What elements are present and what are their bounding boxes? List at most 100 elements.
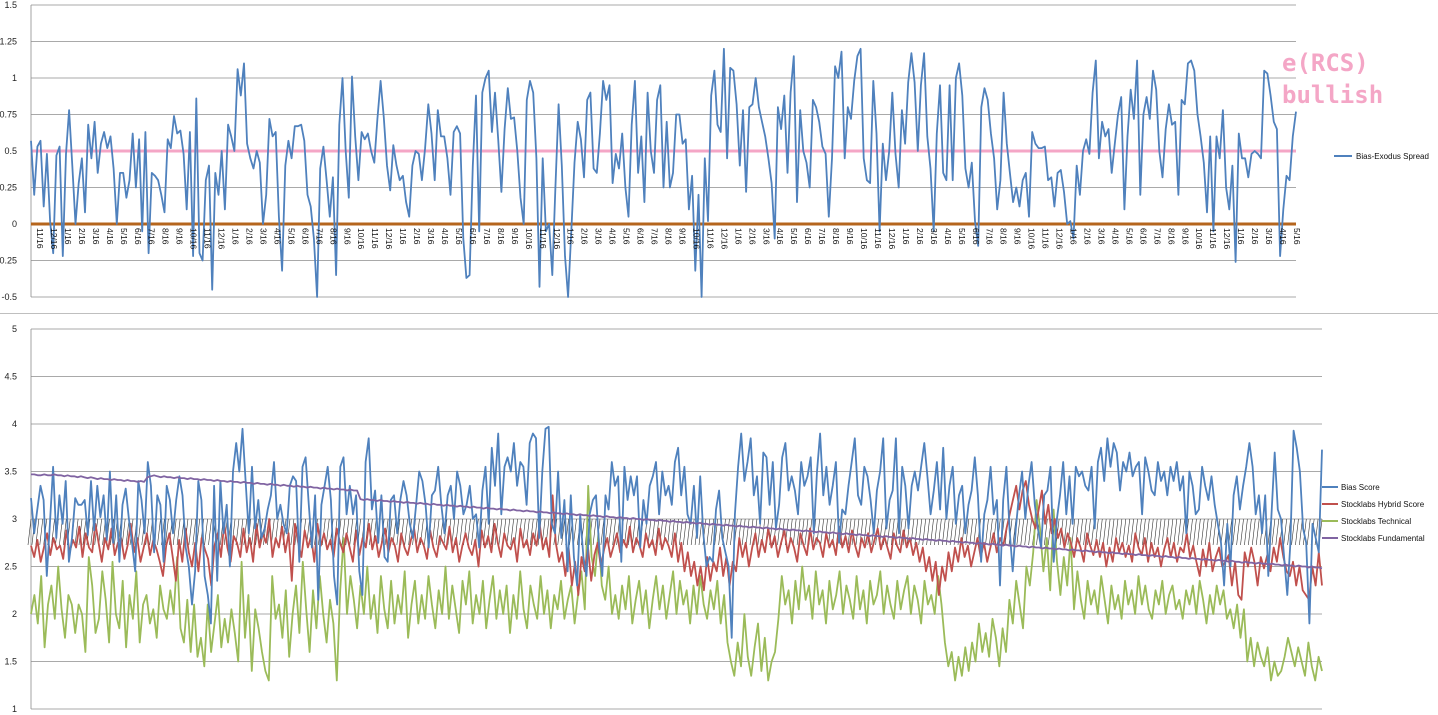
bottom-x-tick-mark [51, 518, 55, 546]
bottom-x-tick-mark [969, 518, 974, 546]
bottom-x-tick-mark [1149, 518, 1154, 546]
top-x-tick-label: 6/16 [133, 228, 143, 245]
bottom-x-tick-mark [82, 518, 87, 546]
bottom-x-tick-mark [27, 518, 32, 546]
top-x-tick-label: 1/16 [1236, 228, 1246, 245]
bottom-x-tick-mark [172, 518, 177, 546]
bottom-x-tick-mark [192, 518, 197, 546]
bottom-x-tick-mark [1079, 518, 1083, 546]
bottom-x-tick-mark [989, 518, 993, 546]
bottom-x-tick-mark [1142, 518, 1146, 546]
bottom-x-tick-mark [1204, 518, 1209, 546]
top-chart: -0.5 -0.25 0 0.25 0.5 0.75 1 1.25 1.5 11/16 12/16… [0, 0, 1429, 302]
top-x-tick-label: 3/16 [761, 228, 771, 245]
bottom-x-tick-mark [1181, 518, 1185, 546]
bottom-x-tick-mark [1208, 518, 1213, 546]
top-y-tick-label: 0.5 [4, 146, 17, 156]
top-y-tick-label: 0.75 [0, 110, 17, 120]
bottom-x-tick-mark [847, 518, 852, 546]
bottom-x-tick-mark [624, 518, 628, 546]
top-x-tick-label: 12/16 [384, 228, 394, 250]
top-x-tick-label: 6/16 [300, 228, 310, 245]
bottom-x-tick-mark [290, 518, 295, 546]
top-x-tick-label: 12/16 [49, 228, 59, 250]
top-x-tick-label: 9/16 [1180, 228, 1190, 245]
top-x-tick-label: 8/16 [496, 228, 506, 245]
bottom-x-tick-mark [985, 518, 989, 546]
bottom-x-tick-mark [1146, 518, 1150, 546]
top-x-tick-label: 4/16 [775, 228, 785, 245]
bottom-x-tick-mark [667, 518, 671, 546]
bottom-x-tick-mark [561, 518, 565, 546]
bottom-x-tick-mark [176, 518, 181, 546]
top-x-tick-label: 4/16 [440, 228, 450, 245]
bottom-x-tick-mark [63, 518, 67, 546]
bottom-x-tick-mark [647, 518, 652, 546]
bottom-x-tick-mark [1295, 518, 1299, 546]
bottom-y-tick-label: 3.5 [4, 467, 17, 477]
bottom-x-tick-mark [1232, 518, 1236, 546]
bottom-x-tick-mark [855, 518, 860, 546]
bottom-x-tick-mark [887, 518, 891, 546]
bottom-x-tick-mark [592, 518, 597, 546]
bottom-x-tick-mark [1044, 518, 1048, 546]
bottom-y-tick-label: 2.5 [4, 562, 17, 572]
top-x-tick-label: 9/16 [510, 228, 520, 245]
top-x-tick-label: 5/16 [789, 228, 799, 245]
top-x-tick-label: 10/16 [1027, 228, 1037, 250]
bottom-y-tick-labels: 1 1.5 2 2.5 3 3.5 4 4.5 5 [4, 324, 17, 714]
top-x-tick-label: 4/16 [1278, 228, 1288, 245]
bottom-x-tick-mark [922, 518, 926, 546]
top-series [30, 47, 1297, 298]
bottom-x-tick-mark [121, 518, 126, 546]
bottom-x-tick-mark [1098, 518, 1103, 546]
top-y-tick-label: -0.5 [1, 292, 17, 302]
bottom-x-tick-mark [1138, 518, 1142, 546]
bottom-x-tick-mark [796, 518, 801, 546]
legend-label: Stocklabs Technical [1341, 517, 1411, 526]
bottom-x-tick-mark [1177, 518, 1182, 546]
top-x-tick-label: 9/16 [342, 228, 352, 245]
bottom-x-tick-mark [341, 518, 346, 546]
top-x-tick-label: 4/16 [1110, 228, 1120, 245]
bottom-legend: Bias Score Stocklabs Hybrid Score Stocklab… [1322, 483, 1425, 543]
top-reference-lines [31, 149, 1296, 226]
top-x-tick-label: 6/16 [468, 228, 478, 245]
top-x-tick-label: 5/16 [1124, 228, 1134, 245]
top-x-tick-label: 4/16 [943, 228, 953, 245]
top-x-tick-label: 9/16 [677, 228, 687, 245]
bottom-x-tick-mark [631, 518, 636, 546]
top-x-tick-label: 7/16 [650, 228, 660, 245]
top-x-tick-label: 1/16 [63, 228, 73, 245]
top-x-tick-label: 3/16 [929, 228, 939, 245]
bottom-x-tick-mark [1161, 518, 1166, 546]
top-x-tick-label: 5/16 [454, 228, 464, 245]
bottom-x-tick-mark [1122, 518, 1127, 546]
top-x-tick-label: 8/16 [161, 228, 171, 245]
top-y-tick-label: 1 [12, 73, 17, 83]
bottom-x-tick-mark [1200, 518, 1205, 546]
legend-label: Stocklabs Hybrid Score [1341, 500, 1425, 509]
top-x-tick-label: 3/16 [594, 228, 604, 245]
top-x-tick-label: 8/16 [328, 228, 338, 245]
bottom-x-tick-mark [490, 518, 495, 546]
top-x-tick-label: 2/16 [1083, 228, 1093, 245]
bottom-x-tick-mark [1020, 518, 1025, 546]
bottom-x-tick-mark [965, 518, 970, 546]
bottom-x-tick-mark [157, 518, 161, 546]
bottom-x-tick-mark [828, 518, 832, 546]
bottom-x-tick-mark [714, 518, 719, 546]
annotation-line-2: bullish [1282, 81, 1383, 109]
top-y-tick-label: 1.5 [4, 0, 17, 10]
top-x-tick-label: 5/16 [119, 228, 129, 245]
top-x-tick-label: 4/16 [105, 228, 115, 245]
top-x-tick-label: 6/16 [636, 228, 646, 245]
bottom-x-tick-mark [898, 518, 903, 546]
top-x-tick-label: 6/16 [803, 228, 813, 245]
bottom-x-tick-mark [510, 518, 514, 546]
bottom-x-tick-mark [1169, 518, 1174, 546]
top-x-tick-label: 7/16 [147, 228, 157, 245]
top-x-tick-label: 10/16 [524, 228, 534, 250]
bottom-x-tick-mark [741, 518, 746, 546]
